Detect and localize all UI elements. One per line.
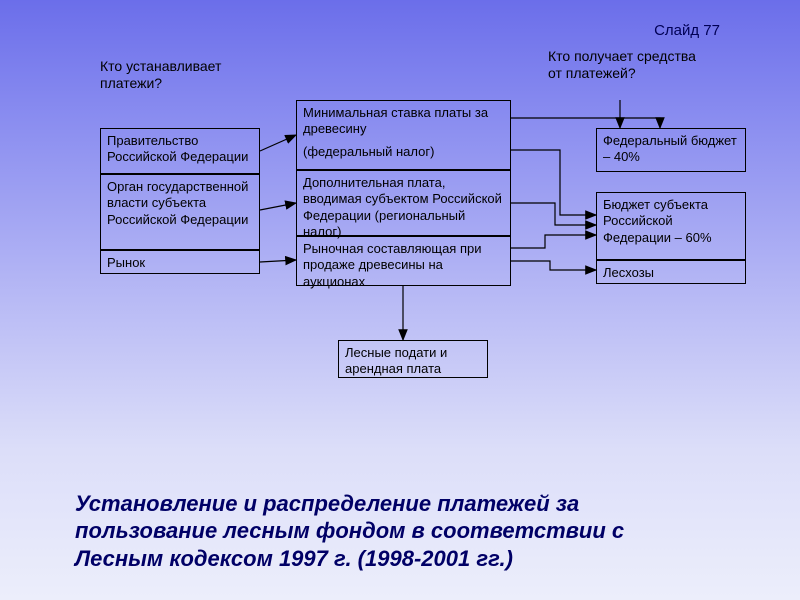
box-center-additional-fee: Дополнительная плата, вводимая субъектом… <box>296 170 511 236</box>
center-c1-line2: (федеральный налог) <box>303 144 504 160</box>
question-right: Кто получает средства от платежей? <box>548 48 708 82</box>
box-left-government: Правительство Российской Федерации <box>100 128 260 174</box>
box-right-regional-budget: Бюджет субъекта Российской Федерации – 6… <box>596 192 746 260</box>
center-c1-line1: Минимальная ставка платы за древесину <box>303 105 504 138</box>
box-left-market: Рынок <box>100 250 260 274</box>
box-center-market-component: Рыночная составляющая при продаже древес… <box>296 236 511 286</box>
box-left-regional-authority: Орган государственной власти субъекта Ро… <box>100 174 260 250</box>
diagram-canvas: Кто устанавливает платежи? Кто получает … <box>0 0 800 440</box>
box-bottom-forest-fees: Лесные подати и арендная плата <box>338 340 488 378</box>
box-right-forestry: Лесхозы <box>596 260 746 284</box>
slide-title: Установление и распределение платежей за… <box>75 490 715 573</box>
question-left: Кто устанавливает платежи? <box>100 58 240 92</box>
box-right-federal-budget: Федеральный бюджет – 40% <box>596 128 746 172</box>
box-center-minimum-rate: Минимальная ставка платы за древесину (ф… <box>296 100 511 170</box>
